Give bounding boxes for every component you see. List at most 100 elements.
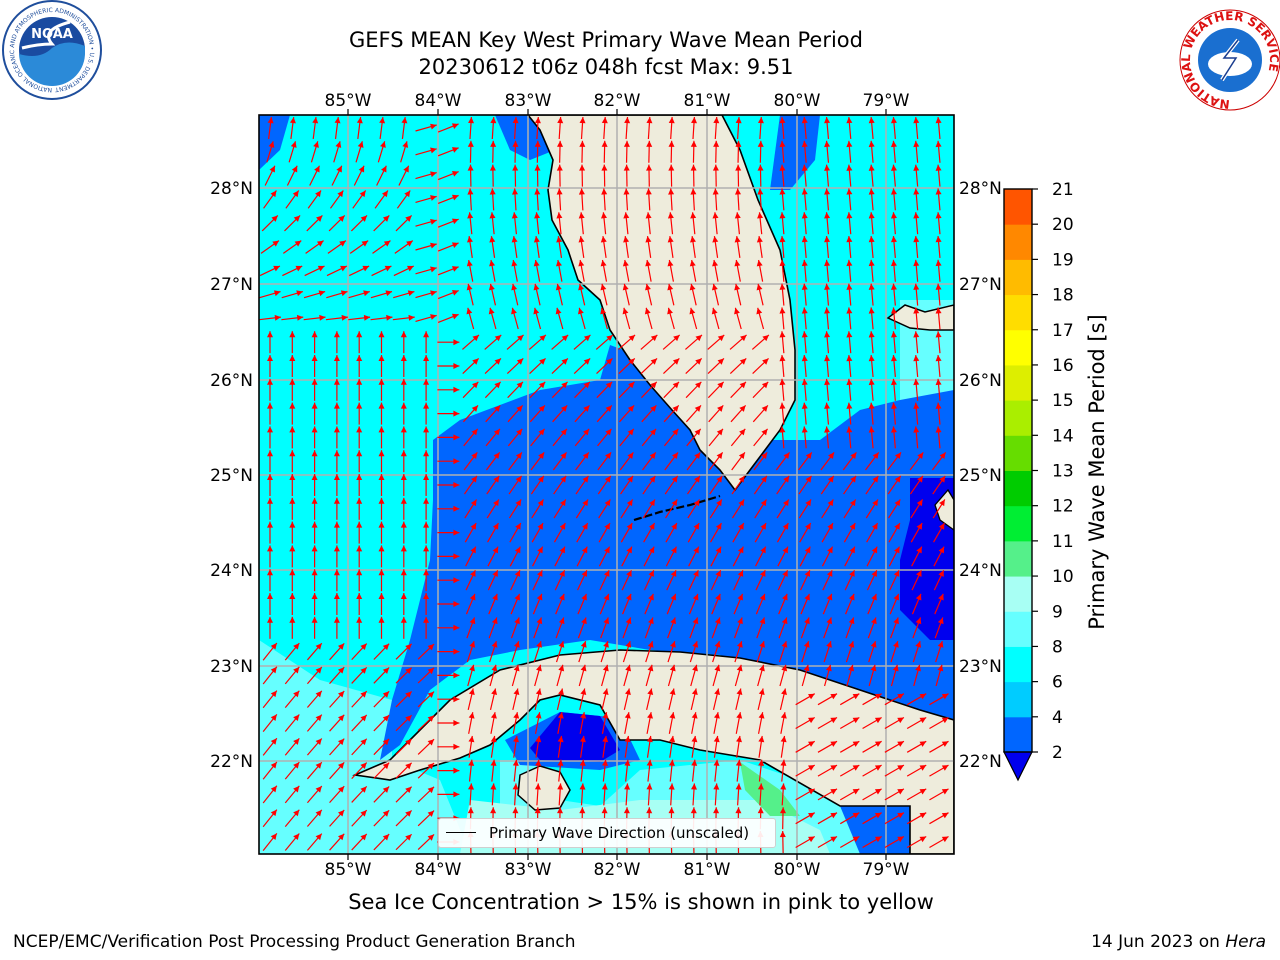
wave-arrow-head bbox=[293, 666, 300, 674]
wave-arrow-head bbox=[852, 788, 860, 795]
wave-arrow-head bbox=[453, 672, 460, 679]
wave-arrow-head bbox=[557, 712, 564, 719]
wave-arrow-head bbox=[360, 762, 367, 769]
wave-arrow-head bbox=[937, 641, 944, 648]
blue-region bbox=[259, 115, 290, 170]
wave-arrow-head bbox=[315, 833, 322, 841]
wave-arrow-head bbox=[583, 428, 590, 436]
wave-arrow-head bbox=[779, 164, 786, 171]
noaa-logo: NOAA NATIONAL OCEANIC AND ATMOSPHERIC AD… bbox=[0, 0, 102, 100]
wave-arrow-head bbox=[712, 212, 719, 219]
wave-arrow-head bbox=[852, 812, 860, 819]
wave-arrow-head bbox=[468, 712, 475, 719]
wave-arrow-head bbox=[318, 290, 326, 297]
wave-arrow-head bbox=[715, 546, 722, 554]
wave-arrow-head bbox=[935, 236, 942, 243]
wave-arrow-head bbox=[356, 521, 363, 528]
wave-arrow-head bbox=[489, 236, 496, 243]
wave-arrow-head bbox=[780, 759, 787, 766]
wave-arrow-head bbox=[537, 546, 543, 554]
wave-arrow-head bbox=[805, 452, 812, 460]
wave-arrow-head bbox=[604, 499, 611, 507]
wave-arrow-head bbox=[628, 334, 636, 342]
wave-arrow-head bbox=[402, 141, 409, 148]
wave-arrow-head bbox=[670, 617, 676, 625]
wave-arrow-head bbox=[625, 688, 631, 696]
wave-arrow-head bbox=[515, 452, 522, 460]
wave-arrow-head bbox=[468, 735, 475, 743]
chart-title: GEFS MEAN Key West Primary Wave Mean Per… bbox=[349, 28, 863, 52]
wave-arrow-head bbox=[316, 240, 324, 247]
wave-arrow-head bbox=[849, 546, 855, 554]
wave-arrow-head bbox=[848, 664, 855, 672]
wave-arrow-head bbox=[555, 307, 562, 315]
wave-arrow-head bbox=[378, 450, 385, 457]
wave-arrow-head bbox=[874, 741, 882, 747]
wave-arrow-head bbox=[430, 123, 437, 130]
wave-arrow-head bbox=[360, 667, 367, 674]
wave-arrow-head bbox=[716, 428, 723, 436]
wave-arrow-head bbox=[453, 505, 460, 512]
wave-arrow-head bbox=[738, 523, 744, 530]
wave-arrow-head bbox=[605, 405, 612, 412]
wave-arrow-head bbox=[690, 212, 697, 219]
wave-arrow-head bbox=[893, 641, 899, 648]
wave-arrow-head bbox=[694, 405, 702, 412]
wave-arrow-head bbox=[803, 641, 810, 648]
wave-arrow-head bbox=[872, 499, 878, 507]
wave-arrow-head bbox=[672, 381, 680, 389]
wave-arrow-head bbox=[671, 523, 677, 530]
wave-arrow-head bbox=[691, 688, 698, 696]
wave-arrow-head bbox=[514, 593, 520, 601]
wave-arrow-head bbox=[897, 717, 904, 724]
wave-arrow-head bbox=[824, 188, 831, 195]
wave-arrow-head bbox=[667, 283, 674, 291]
wave-arrow-head bbox=[289, 402, 296, 409]
wave-arrow-head bbox=[338, 833, 345, 841]
wave-arrow-head bbox=[378, 616, 385, 623]
wave-arrow-head bbox=[852, 717, 860, 724]
wave-arrow-head bbox=[534, 188, 541, 195]
wave-arrow-head bbox=[360, 833, 367, 841]
wave-arrow-head bbox=[558, 641, 565, 648]
wave-arrow-head bbox=[560, 428, 567, 436]
wave-arrow-head bbox=[383, 240, 391, 247]
wave-arrow-head bbox=[757, 140, 764, 147]
wave-arrow-head bbox=[871, 570, 877, 577]
sea-ice-note: Sea Ice Concentration > 15% is shown in … bbox=[348, 890, 934, 914]
lon-label: 83°W bbox=[505, 860, 552, 880]
wave-arrow-head bbox=[378, 521, 385, 528]
wave-arrow-head bbox=[405, 762, 412, 770]
wave-arrow-head bbox=[408, 314, 415, 321]
wave-arrow-head bbox=[536, 593, 543, 601]
wave-arrow-head bbox=[824, 212, 831, 219]
wave-arrow-head bbox=[897, 788, 904, 795]
wave-arrow-head bbox=[423, 402, 430, 409]
wave-arrow-head bbox=[804, 570, 811, 577]
wave-arrow-head bbox=[578, 188, 585, 195]
wave-arrow-head bbox=[333, 355, 340, 361]
wave-arrow-head bbox=[756, 259, 763, 267]
wave-arrow-head bbox=[801, 188, 808, 195]
lat-label: 28°N bbox=[210, 179, 253, 199]
wave-arrow-head bbox=[582, 475, 589, 483]
wave-arrow-head bbox=[827, 499, 834, 507]
wave-arrow-head bbox=[311, 331, 318, 338]
wave-arrow-head bbox=[274, 314, 281, 321]
wave-arrow-head bbox=[601, 117, 608, 124]
wave-arrow-head bbox=[713, 783, 720, 790]
wave-arrow-head bbox=[808, 765, 815, 771]
wave-arrow-head bbox=[427, 667, 435, 675]
wave-arrow-head bbox=[935, 355, 942, 362]
wave-arrow-head bbox=[713, 735, 720, 743]
wave-arrow-head bbox=[941, 788, 949, 795]
wave-arrow-head bbox=[738, 452, 745, 460]
wave-arrow-head bbox=[759, 664, 765, 672]
wave-arrow-head bbox=[645, 188, 652, 195]
wave-arrow-head bbox=[466, 259, 473, 267]
wave-arrow-head bbox=[470, 523, 477, 530]
wave-arrow-head bbox=[874, 788, 882, 795]
wave-arrow-head bbox=[316, 215, 323, 222]
wave-arrow-head bbox=[430, 290, 437, 297]
